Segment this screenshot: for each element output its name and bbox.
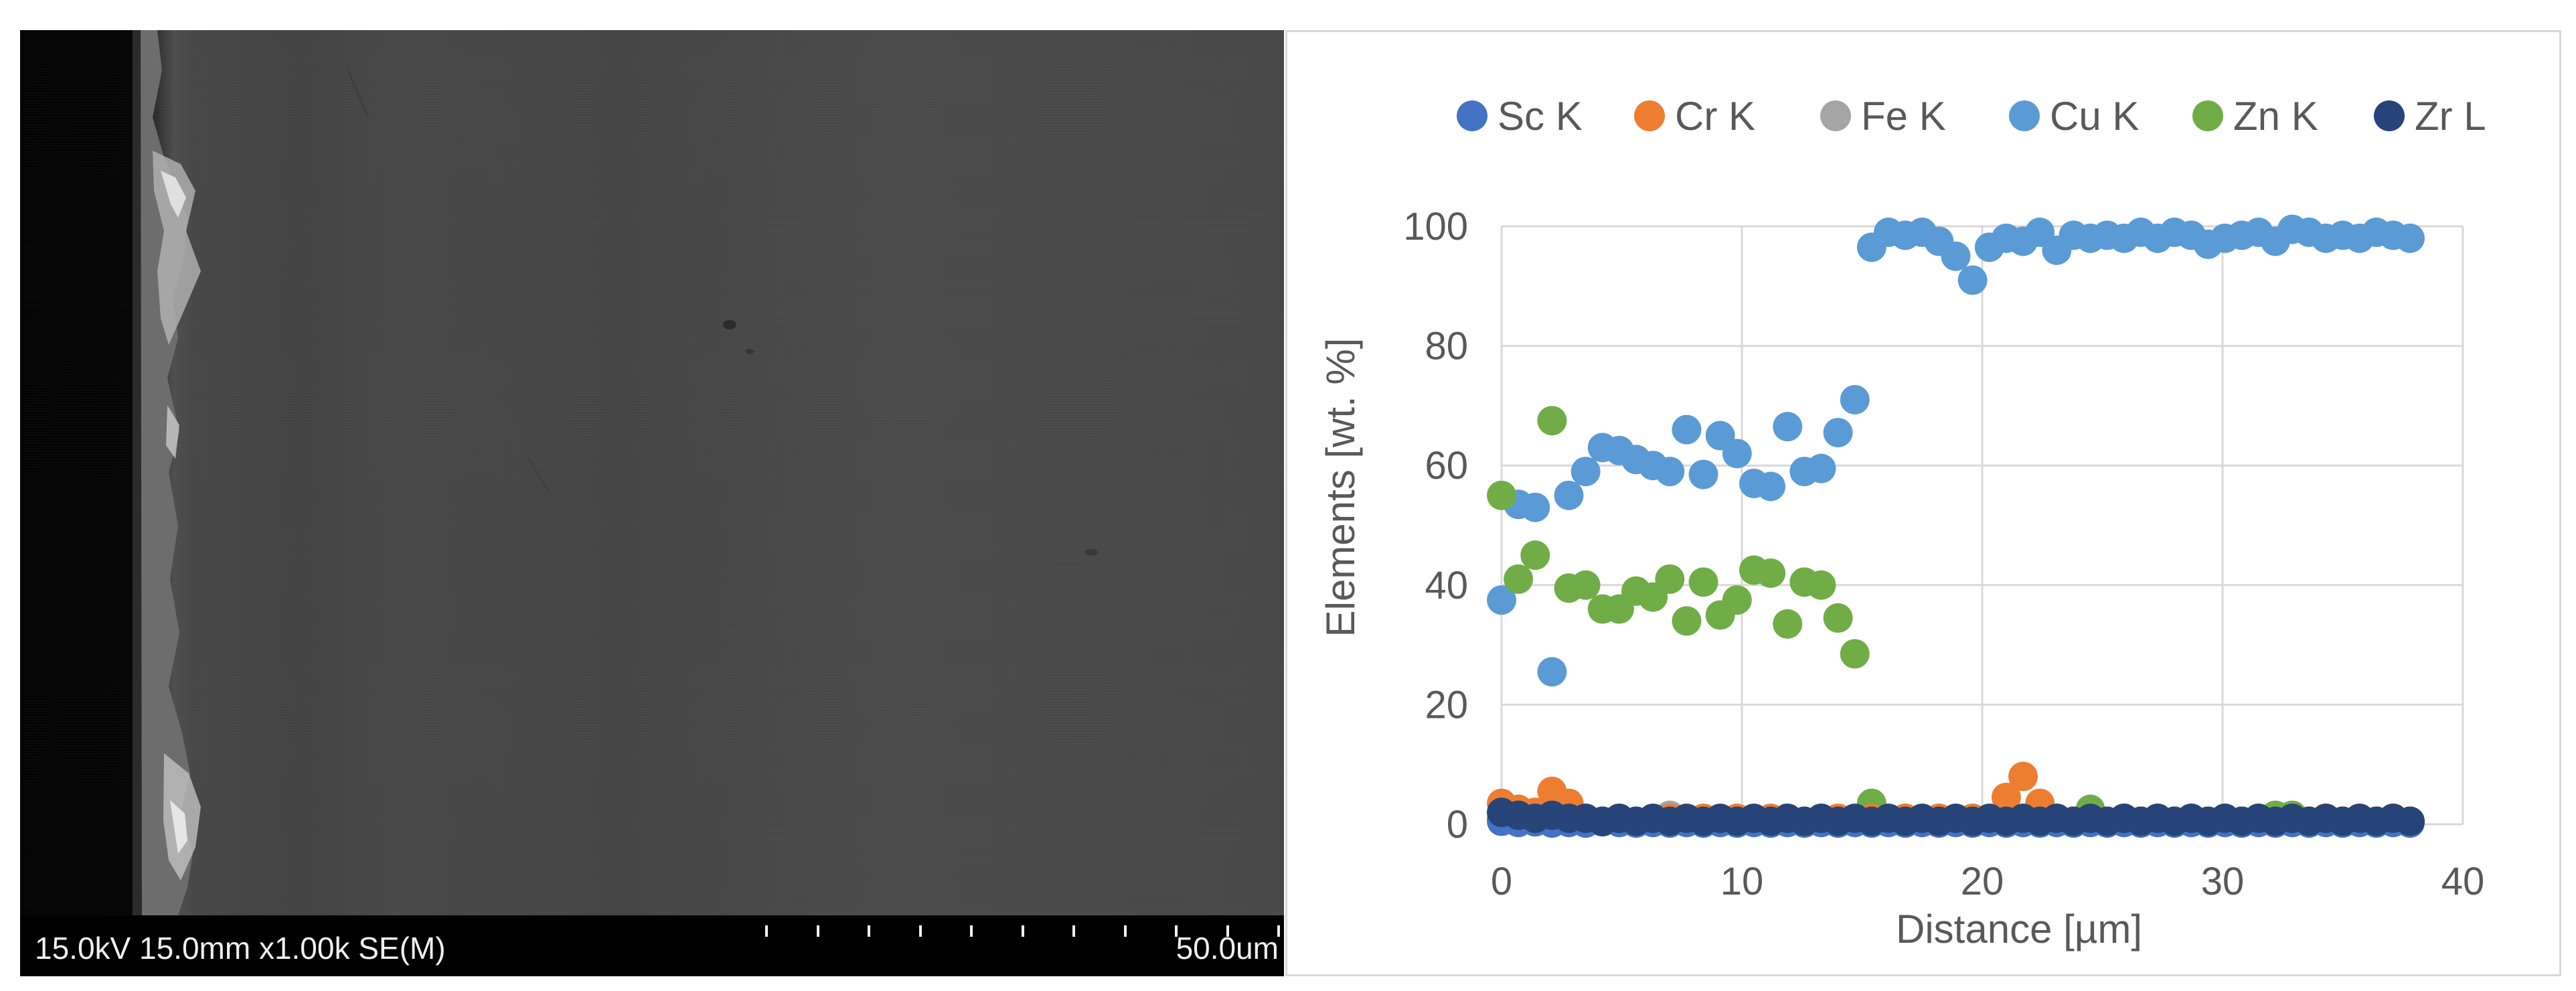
legend-label: Zr L xyxy=(2415,94,2486,139)
sem-image xyxy=(20,30,1284,915)
series-cu-k xyxy=(1487,214,2425,687)
point-cu-k xyxy=(1554,480,1584,510)
x-tick-label: 0 xyxy=(1491,860,1512,903)
y-tick-label: 0 xyxy=(1447,803,1468,846)
legend-marker xyxy=(1820,100,1851,131)
x-tick-labels: 0 10 20 30 40 xyxy=(1491,860,2484,903)
y-tick-label: 40 xyxy=(1425,564,1468,607)
y-tick-label: 20 xyxy=(1425,683,1468,727)
line-scan-chart: 0 20 40 60 80 100 0 10 20 30 40 Sc K Cr K Fe K Cu K Z… xyxy=(1318,94,2486,951)
point-zn-k xyxy=(1688,567,1718,597)
x-tick-label: 40 xyxy=(2441,860,2485,903)
point-cu-k xyxy=(1773,412,1803,442)
legend-label: Fe K xyxy=(1861,94,1946,139)
sem-coating-edge xyxy=(133,30,1098,915)
point-zn-k xyxy=(1756,558,1786,588)
point-cu-k xyxy=(1957,265,1988,295)
point-cr-k xyxy=(1991,782,2021,812)
point-zn-k xyxy=(1487,480,1516,510)
point-zn-k xyxy=(1722,585,1752,615)
point-zr-l xyxy=(2395,806,2425,836)
y-tick-label: 80 xyxy=(1425,325,1468,368)
point-cu-k xyxy=(1520,492,1550,522)
data-points xyxy=(1487,214,2425,838)
point-cu-k xyxy=(1571,457,1601,487)
sem-micrograph: 15.0kV 15.0mm x1.00k SE(M) 50.0um xyxy=(20,30,1284,976)
legend-marker xyxy=(1457,100,1487,131)
chart-panel: 0 20 40 60 80 100 0 10 20 30 40 Sc K Cr K Fe K Cu K Z… xyxy=(1285,30,2561,976)
legend-item-zr-l: Zr L xyxy=(2374,94,2486,139)
point-zn-k xyxy=(1823,603,1853,633)
point-zn-k xyxy=(1537,406,1567,436)
point-cr-k xyxy=(2008,761,2038,791)
point-cu-k xyxy=(1655,457,1685,487)
point-cu-k xyxy=(1722,439,1752,469)
sem-scale-bar xyxy=(765,925,1280,937)
x-tick-label: 30 xyxy=(2201,860,2245,903)
point-cu-k xyxy=(1941,241,1971,271)
y-tick-labels: 0 20 40 60 80 100 xyxy=(1403,205,1468,846)
point-cu-k xyxy=(1806,453,1836,483)
point-zn-k xyxy=(1806,570,1836,600)
legend-marker xyxy=(2374,100,2405,131)
x-tick-label: 10 xyxy=(1720,860,1764,903)
legend-label: Zn K xyxy=(2233,94,2318,139)
legend-marker xyxy=(2192,100,2223,131)
legend-marker xyxy=(2009,100,2040,131)
legend-item-fe-k: Fe K xyxy=(1820,94,1946,139)
y-axis-label: Elements [wt. %] xyxy=(1318,338,1363,637)
point-cu-k xyxy=(2395,223,2425,253)
sem-info-text: 15.0kV 15.0mm x1.00k SE(M) xyxy=(35,931,446,966)
point-zn-k xyxy=(1571,570,1601,600)
x-axis-label: Distance [µm] xyxy=(1896,907,2142,951)
legend-label: Cu K xyxy=(2050,94,2139,139)
legend-item-cr-k: Cr K xyxy=(1634,94,1755,139)
legend-label: Sc K xyxy=(1498,94,1583,139)
point-cu-k xyxy=(1756,471,1786,502)
point-cu-k xyxy=(1823,418,1853,448)
point-cu-k xyxy=(1487,585,1516,615)
x-tick-label: 20 xyxy=(1961,860,2004,903)
chart-grid xyxy=(1500,225,2464,826)
point-zn-k xyxy=(1672,606,1702,636)
y-tick-label: 60 xyxy=(1425,444,1468,487)
point-cu-k xyxy=(1537,657,1567,687)
legend-marker xyxy=(1634,100,1665,131)
legend: Sc K Cr K Fe K Cu K Zn K Zr L xyxy=(1457,94,2486,139)
sem-scanlines xyxy=(20,30,1284,915)
point-cu-k xyxy=(1688,459,1718,489)
legend-item-cu-k: Cu K xyxy=(2009,94,2139,139)
point-cu-k xyxy=(1840,384,1870,414)
legend-item-zn-k: Zn K xyxy=(2192,94,2318,139)
series-zr-l xyxy=(1487,797,2425,836)
point-zn-k xyxy=(1773,609,1803,639)
point-cu-k xyxy=(1672,414,1702,445)
point-zn-k xyxy=(1655,564,1685,594)
legend-item-sc-k: Sc K xyxy=(1457,94,1583,139)
point-zn-k xyxy=(1504,564,1534,594)
point-zn-k xyxy=(1520,540,1550,570)
point-zn-k xyxy=(1840,639,1870,669)
y-tick-label: 100 xyxy=(1403,205,1468,248)
sem-scale-label: 50.0um xyxy=(1176,931,1279,966)
legend-label: Cr K xyxy=(1675,94,1755,139)
